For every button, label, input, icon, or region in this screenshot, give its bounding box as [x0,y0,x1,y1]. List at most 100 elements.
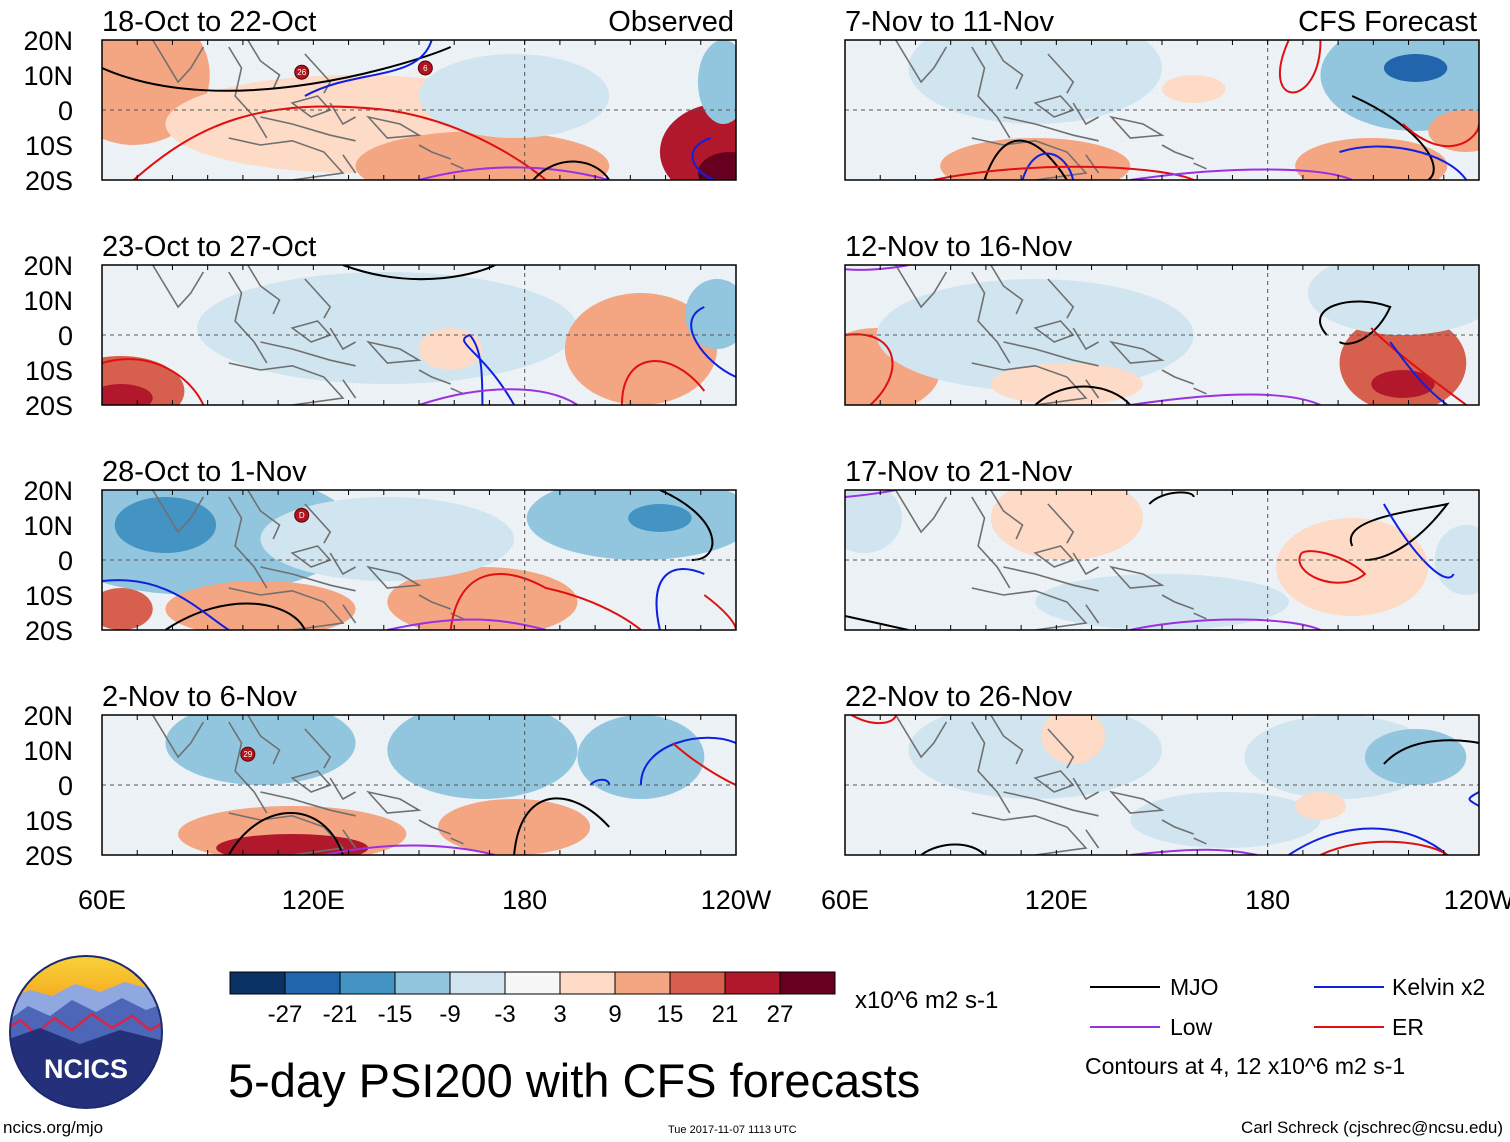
colorbar-tick-label: 9 [608,1001,621,1028]
anomaly-region [1162,75,1226,103]
coastline [418,594,451,610]
coastline [1109,115,1165,139]
column-header-forecast: CFS Forecast [1298,6,1477,38]
map-panel: 22-Nov to 26-Nov [844,681,1480,856]
coastline [1003,566,1099,592]
coastline [366,115,422,139]
legend-label-kelvin: Kelvin x2 [1392,974,1485,1000]
anomaly-region [1383,54,1448,82]
wave-contour [589,778,611,786]
colorbar-swatch [779,971,836,995]
coastline [1161,144,1194,160]
coastline [450,837,464,845]
coastline [971,271,1011,364]
map-panel: 12-Nov to 16-Nov [844,231,1480,406]
coastline [895,40,948,84]
coastline [247,40,281,90]
wave-contour [1383,739,1479,765]
wave-contour [1130,393,1321,405]
wave-contour [1130,168,1353,180]
coastline [418,369,451,385]
wave-contour [845,333,894,405]
legend-label-er: ER [1392,1014,1424,1040]
y-tick-label: 20N [23,701,73,731]
coastline [1033,770,1075,793]
map-panel: 26 6 18-Oct to 22-Oct 20N 10N 0 10S 20S [23,6,737,196]
wave-contour [532,160,611,180]
colorbar: -27 -21 -15 -9 -3 3 9 15 21 27 [229,971,836,1028]
coastline [1033,320,1075,343]
colorbar-swatch [669,971,726,995]
wave-contour [304,40,433,97]
y-tick-label: 10N [23,286,73,316]
anomaly-region [165,715,356,785]
wave-contour [850,715,897,724]
panel-period-label: 28-Oct to 1-Nov [102,456,307,488]
wave-contour [323,844,496,855]
y-tick-label: 0 [58,771,73,801]
coastline [1085,379,1100,399]
anomaly-region [1307,265,1479,335]
x-tick-label: 120W [701,885,772,915]
coastline [895,715,948,759]
wave-contour [387,618,547,630]
map-panel: 23-Oct to 27-Oct 20N 10N 0 10S 20S [23,231,737,421]
coastline [1047,278,1075,319]
wave-contour [342,265,496,281]
storm-marker [294,64,310,80]
anomaly-region [876,279,1194,391]
y-tick-label: 0 [58,321,73,351]
y-tick-label: 20S [25,166,73,196]
anomaly-region [1130,792,1321,848]
coastline [1085,604,1100,624]
y-tick-label: 10N [23,511,73,541]
anomaly-region [1035,574,1289,630]
coastline [450,162,464,170]
coastline [228,271,268,364]
wave-contour [1320,840,1448,855]
coastline [450,387,464,395]
coastline [247,490,281,540]
y-tick-label: 10S [25,806,73,836]
anomaly-region [1276,518,1429,616]
coastline [1003,791,1099,817]
site-url: ncics.org/mjo [3,1118,103,1137]
anomaly-region [260,497,515,581]
coastline [971,46,1011,139]
panel-period-label: 2-Nov to 6-Nov [102,681,298,713]
wave-contour [463,333,515,405]
anomaly-region [564,293,717,405]
map-panel: 17-Nov to 21-Nov [844,456,1480,631]
coastline [228,362,345,405]
anomaly-region [197,272,578,384]
legend-label-mjo: MJO [1170,974,1219,1000]
anomaly-region [1295,792,1346,820]
coastline [971,812,1088,855]
x-tick-label: 120E [282,885,345,915]
coastline [1161,594,1194,610]
wave-contour [513,797,610,855]
anomaly-region [697,152,736,180]
map-panel: 7-Nov to 11-Nov [844,6,1480,181]
y-tick-label: 10S [25,581,73,611]
colorbar-swatch [394,971,451,995]
anomaly-region [216,834,369,855]
coastline [290,770,332,793]
axis-layer: Observed CFS Forecast 60E 120E 180 120W 60E 120… [78,6,1510,915]
coastline [1047,53,1075,94]
wave-contour [1349,502,1450,561]
coastline [895,490,948,534]
coastline [290,545,332,568]
coastline [971,496,1011,589]
timestamp: Tue 2017-11-07 1113 UTC [668,1124,797,1136]
anomaly-region [102,384,153,405]
storm-marker [294,507,310,523]
wave-contour [1370,327,1467,405]
coastline [228,496,268,589]
colorbar-swatch [724,971,781,995]
coastline [260,341,356,367]
anomaly-region [845,490,903,553]
coastline [228,721,268,814]
